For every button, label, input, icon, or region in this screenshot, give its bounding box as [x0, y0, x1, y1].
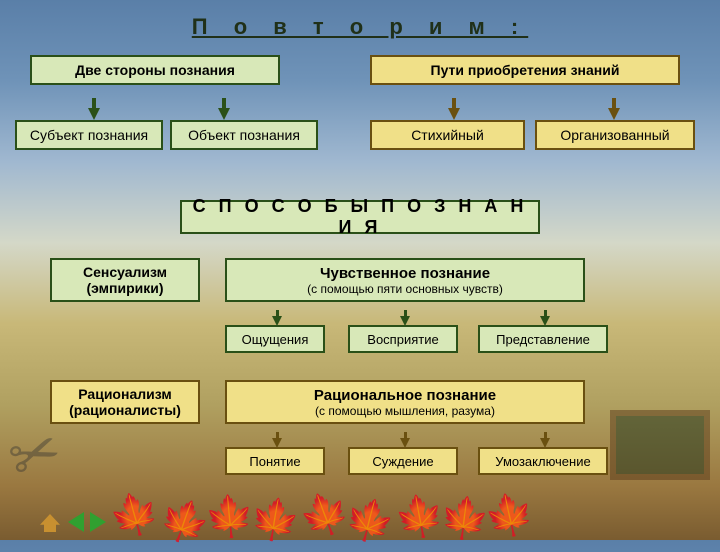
box-rational-cognition: Рациональное познание (с помощью мышлени… [225, 380, 585, 424]
box-perception: Восприятие [348, 325, 458, 353]
box-two-sides: Две стороны познания [30, 55, 280, 85]
box-methods: С П О С О Б Ы П О З Н А Н И Я [180, 200, 540, 234]
arrow-down-icon [448, 108, 460, 120]
box-concept: Понятие [225, 447, 325, 475]
rational-title: Рациональное познание [314, 387, 496, 404]
box-paths: Пути приобретения знаний [370, 55, 680, 85]
arrow-down-icon [218, 108, 230, 120]
leaf-icon: 🍁 [481, 487, 539, 543]
box-organized: Организованный [535, 120, 695, 150]
box-sensualism: Сенсуализм (эмпирики) [50, 258, 200, 302]
box-inference: Умозаключение [478, 447, 608, 475]
prev-button[interactable] [68, 512, 84, 532]
arrow-down-icon [88, 108, 100, 120]
next-button[interactable] [90, 512, 106, 532]
box-sensation: Ощущения [225, 325, 325, 353]
box-object: Объект познания [170, 120, 318, 150]
compass-decor: ✂ [0, 414, 71, 497]
sensory-title: Чувственное познание [320, 265, 490, 282]
rational-sub: (с помощью мышления, разума) [315, 404, 495, 418]
sensory-sub: (с помощью пяти основных чувств) [307, 282, 503, 296]
box-subject: Субъект познания [15, 120, 163, 150]
page-title: П о в т о р и м : [0, 0, 720, 40]
box-representation: Представление [478, 325, 608, 353]
arrow-down-icon [608, 108, 620, 120]
box-rationalism: Рационализм (рационалисты) [50, 380, 200, 424]
box-spontaneous: Стихийный [370, 120, 525, 150]
box-judgment: Суждение [348, 447, 458, 475]
chalkboard-decor [610, 410, 710, 480]
box-sensory-cognition: Чувственное познание (с помощью пяти осн… [225, 258, 585, 302]
home-button[interactable] [40, 514, 60, 532]
